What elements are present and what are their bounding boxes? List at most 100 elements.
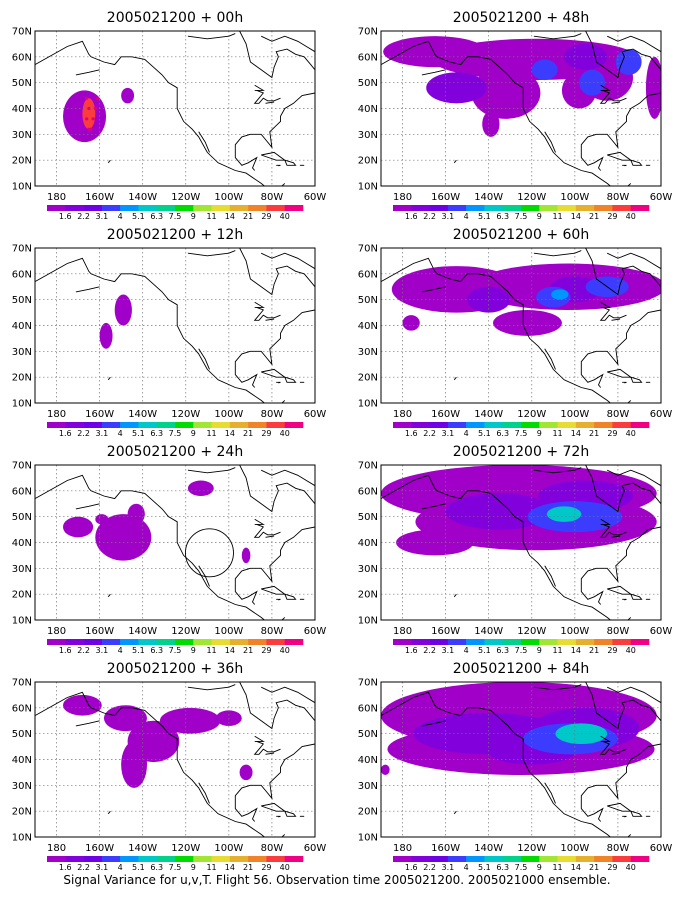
map-panel: 2005021200 + 00h 10N 20N 30N 40N 50N 60N 70N 180…: [12, 10, 327, 221]
figure-caption: Signal Variance for u,v,T. Flight 56. Ob…: [63, 873, 610, 887]
map-frame: [34, 247, 316, 404]
colorbar-label: 9: [191, 429, 196, 438]
observation-dot: [93, 106, 97, 111]
coastline: [611, 101, 621, 104]
map-panel: 2005021200 + 36h 10N 20N 30N 40N 50N 60N 70N 180…: [12, 661, 327, 872]
lon-tick-label: 180: [393, 409, 412, 420]
colorbar-label: 5.1: [478, 429, 491, 438]
lon-tick-label: 60W: [650, 409, 673, 420]
lon-tick-label: 140W: [128, 409, 157, 420]
colorbar-swatch: [630, 639, 650, 645]
colorbar-swatch: [466, 856, 485, 862]
coastline: [261, 151, 287, 161]
colorbar-swatch: [466, 422, 485, 428]
colorbar-label: 29: [607, 863, 617, 872]
lat-tick-label: 60N: [12, 269, 32, 280]
lat-tick-label: 40N: [358, 321, 378, 332]
lat-tick-label: 60N: [12, 486, 32, 497]
colorbar-swatch: [211, 639, 231, 645]
lat-tick-label: 40N: [12, 538, 32, 549]
coastline: [381, 257, 632, 403]
variance-region: [381, 764, 390, 775]
coastline: [284, 376, 297, 383]
coastline: [253, 89, 281, 104]
coastlines: [381, 465, 661, 620]
coastline: [544, 131, 556, 153]
variance-region: [62, 516, 94, 538]
lon-tick-label: 160W: [85, 409, 114, 420]
variance-region: [493, 310, 562, 336]
colorbar-swatch: [630, 856, 650, 862]
colorbar-swatch: [47, 856, 66, 862]
coastline: [265, 752, 275, 755]
colorbar-swatch: [502, 856, 522, 862]
lat-tick-label: 30N: [12, 130, 32, 141]
colorbar-swatch: [101, 422, 121, 428]
coastline: [453, 593, 457, 598]
colorbar-swatch: [284, 422, 304, 428]
colorbar-swatch: [266, 856, 286, 862]
map-frame: [380, 30, 662, 187]
coastline: [234, 92, 315, 171]
variance-region: [127, 503, 145, 525]
colorbar-swatch: [175, 422, 194, 428]
colorbar-swatch: [521, 205, 540, 211]
colorbar-swatch: [411, 422, 430, 428]
colorbar-swatch: [411, 856, 430, 862]
lon-tick-label: 80W: [261, 626, 284, 637]
colorbar-label: 1.6: [405, 646, 418, 655]
colorbar-label: 14: [225, 212, 235, 221]
coastline: [453, 376, 457, 381]
coastline: [453, 810, 457, 815]
colorbar-label: 7.5: [515, 212, 528, 221]
coastline: [265, 318, 275, 321]
variance-region: [187, 480, 214, 496]
graticule: [381, 248, 661, 403]
coastline: [580, 92, 661, 171]
colorbar-label: 5.1: [132, 646, 145, 655]
colorbar-swatch: [138, 422, 158, 428]
colorbar-swatch: [101, 856, 121, 862]
colorbar-label: 7.5: [515, 646, 528, 655]
lat-tick-label: 70N: [358, 27, 378, 38]
lat-tick-label: 60N: [358, 269, 378, 280]
colorbar-swatch: [447, 205, 467, 211]
colorbar-swatch: [447, 639, 467, 645]
lon-tick-label: 120W: [171, 843, 200, 854]
observation-dot: [85, 117, 89, 121]
lon-tick-label: 80W: [261, 409, 284, 420]
variance-region: [615, 49, 642, 75]
coastline: [622, 598, 627, 601]
colorbar-label: 2.2: [77, 646, 90, 655]
coastline: [107, 810, 111, 815]
coastline: [630, 593, 643, 600]
colorbar-swatch: [138, 856, 158, 862]
colorbar-label: 11: [206, 863, 216, 872]
lat-tick-label: 20N: [12, 590, 32, 601]
coastline: [239, 31, 315, 79]
colorbar-label: 11: [552, 646, 562, 655]
colorbar-label: 40: [626, 212, 636, 221]
colorbar-label: 9: [537, 429, 542, 438]
colorbar-swatch: [65, 422, 84, 428]
lon-tick-label: 120W: [171, 626, 200, 637]
colorbar-swatch: [229, 639, 249, 645]
colorbar-label: 9: [191, 863, 196, 872]
variance-region: [402, 315, 420, 331]
lon-tick-label: 140W: [474, 626, 503, 637]
lat-tick-label: 20N: [358, 373, 378, 384]
lat-tick-label: 10N: [12, 833, 32, 844]
coastline: [75, 69, 100, 76]
coastline: [261, 368, 287, 378]
colorbar-label: 14: [225, 863, 235, 872]
colorbar-label: 7.5: [169, 863, 182, 872]
lon-tick-label: 160W: [85, 626, 114, 637]
coastline: [599, 740, 627, 755]
colorbar-label: 6.3: [150, 863, 163, 872]
colorbar-swatch: [557, 205, 577, 211]
colorbar-label: 5.1: [478, 212, 491, 221]
lon-tick-label: 60W: [650, 192, 673, 203]
coastline: [421, 720, 446, 727]
colorbar-label: 21: [589, 863, 599, 872]
colorbar-label: 11: [552, 429, 562, 438]
